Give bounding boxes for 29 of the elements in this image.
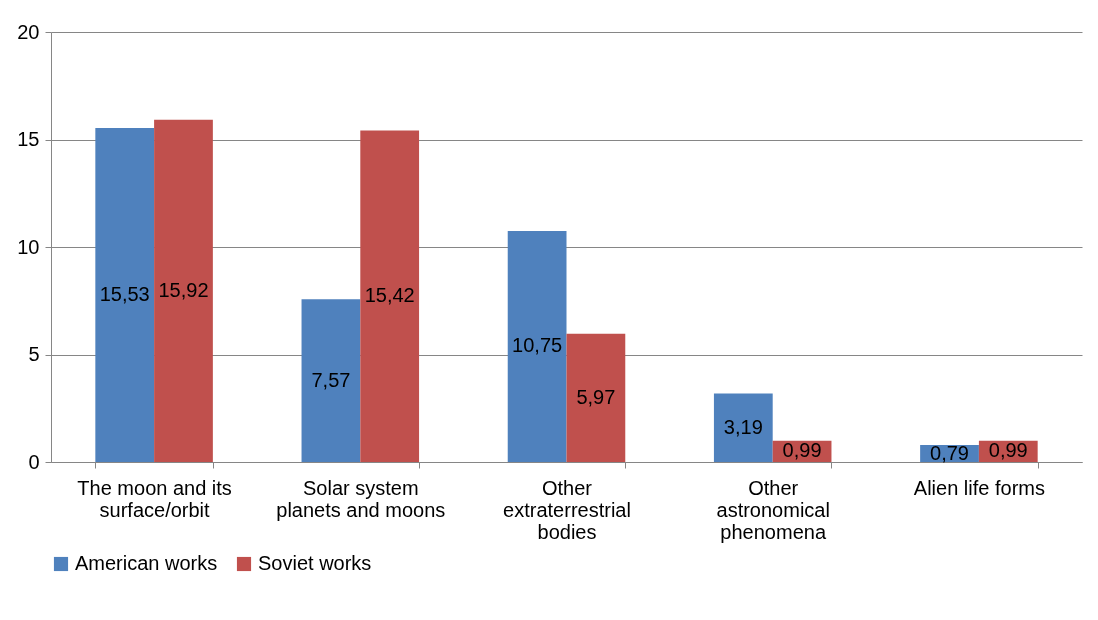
bar xyxy=(95,128,155,462)
bar xyxy=(713,393,773,462)
y-tick-label: 15 xyxy=(17,128,40,150)
data-label: 15,42 xyxy=(364,284,415,307)
legend-label: Soviet works xyxy=(258,552,372,574)
x-tick-label: The moon and its surface/orbit xyxy=(77,476,232,521)
data-label: 0,99 xyxy=(782,439,822,462)
data-label: 7,57 xyxy=(311,368,351,391)
bar xyxy=(360,130,420,462)
bar xyxy=(154,119,213,462)
y-tick-label: 5 xyxy=(28,343,40,365)
y-tick-label: 20 xyxy=(17,20,40,43)
bar xyxy=(566,333,626,462)
x-tick-label: Solar system planets and moons xyxy=(276,476,446,521)
bar xyxy=(507,230,567,462)
x-tick-label: Other astronomical phenomena xyxy=(716,476,830,543)
y-tick-label: 10 xyxy=(17,235,40,258)
data-label: 5,97 xyxy=(576,385,616,408)
bar xyxy=(301,299,361,462)
data-label: 0,79 xyxy=(930,441,969,464)
data-label: 3,19 xyxy=(723,415,763,438)
data-label: 15,53 xyxy=(99,283,150,306)
data-label: 0,99 xyxy=(988,439,1028,462)
data-label: 10,75 xyxy=(512,334,563,357)
x-tick-label: Other extraterrestrial bodies xyxy=(503,476,631,543)
x-tick-label: Alien life forms xyxy=(913,476,1045,499)
data-label: 15,92 xyxy=(158,278,209,301)
legend-label: American works xyxy=(75,552,218,574)
y-tick-label: 0 xyxy=(28,450,40,473)
